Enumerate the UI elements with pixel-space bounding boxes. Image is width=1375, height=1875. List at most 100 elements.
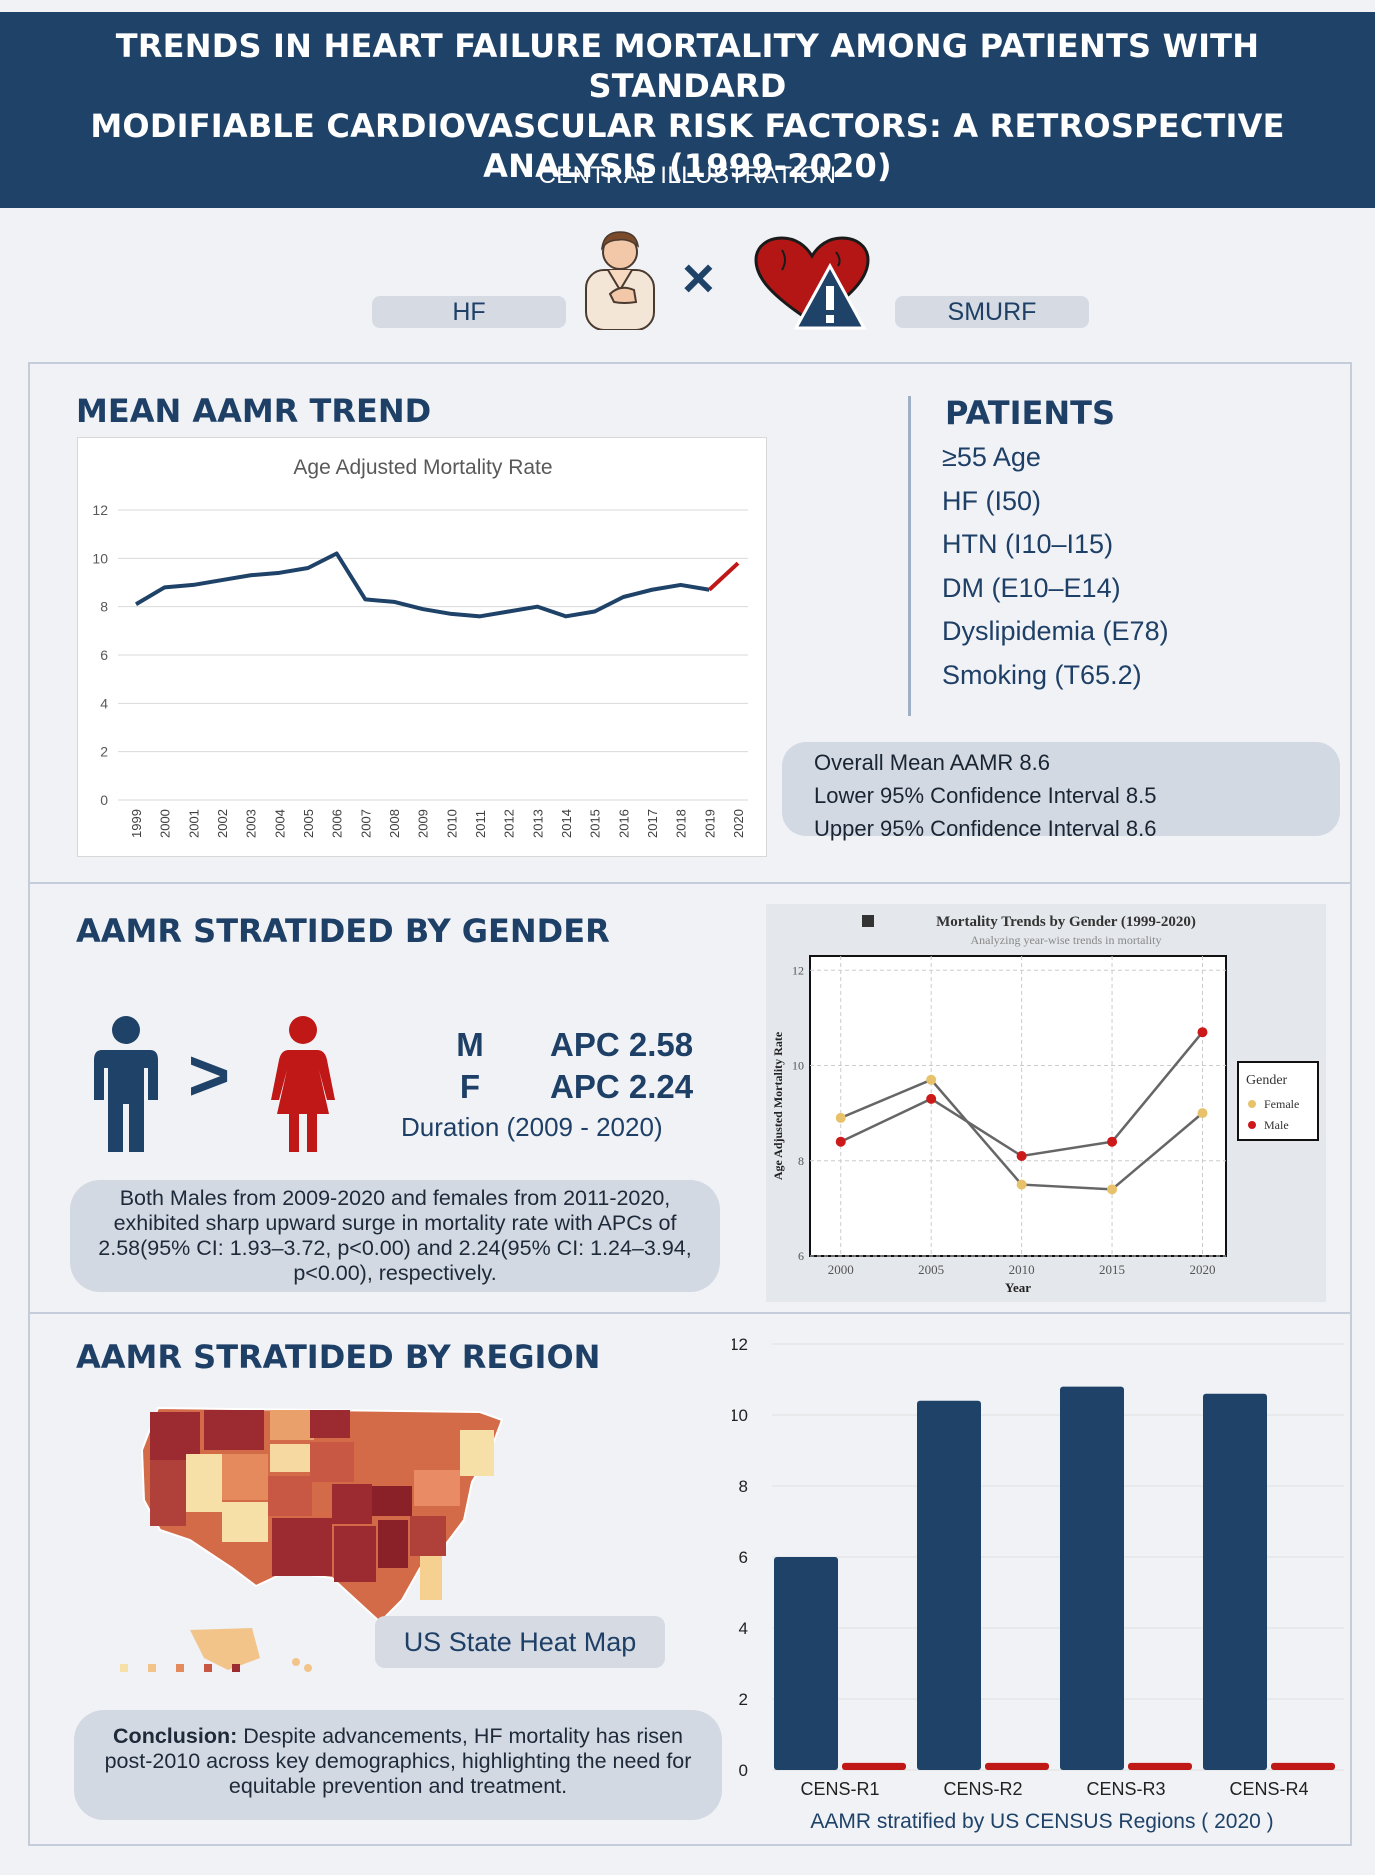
point-male — [1107, 1136, 1118, 1147]
y-tick-label: 2 — [100, 744, 108, 760]
bar-aamr — [1060, 1386, 1124, 1770]
trend-panel: MEAN AAMR TREND Age Adjusted Mortality R… — [28, 362, 1352, 884]
y-tick-label: 12 — [792, 963, 804, 977]
female-figure-icon — [267, 1016, 339, 1152]
apc-value: APC 2.24 — [550, 1068, 694, 1105]
y-tick-label: 8 — [798, 1154, 804, 1168]
x-tick-label: 2015 — [1099, 1262, 1125, 1277]
point-male — [1016, 1151, 1027, 1161]
gender-chart-subtitle: Analyzing year-wise trends in mortality — [970, 933, 1161, 947]
y-tick-label: 6 — [739, 1548, 748, 1567]
trend-heading: MEAN AAMR TREND — [76, 392, 432, 430]
apc-rows: M APC 2.58 F APC 2.24 — [430, 1024, 740, 1108]
region-bar-chart: 0 2 4 6 8 10 12 CENS-R1 CENS-R2 CENS-R3 CENS-R4 AAM… — [732, 1335, 1344, 1833]
bar-secondary — [1128, 1762, 1192, 1770]
y-tick-label: 12 — [92, 502, 108, 518]
point-female — [835, 1112, 846, 1123]
gender-chart-box: Mortality Trends by Gender (1999-2020) An… — [766, 904, 1326, 1302]
patient-criterion: Dyslipidemia (E78) — [942, 616, 1169, 646]
point-male — [835, 1136, 846, 1147]
y-tick-label: 2 — [739, 1690, 748, 1709]
patients-heading: PATIENTS — [945, 394, 1116, 432]
bar-secondary — [1271, 1762, 1335, 1770]
page-subtitle: CENTRAL ILLUSTRATION — [538, 162, 837, 189]
x-tick-label: 2000 — [158, 809, 173, 838]
patient-criterion: HF (I50) — [942, 485, 1042, 516]
hf-label-pill: HF — [372, 296, 566, 328]
sex-label: M — [456, 1026, 484, 1063]
aamr-trend-highlight — [707, 561, 740, 592]
x-tick-label: 2005 — [918, 1262, 944, 1277]
aamr-stats-box: Overall Mean AAMR 8.6 Lower 95% Confiden… — [782, 742, 1340, 841]
overall-mean-aamr: Overall Mean AAMR 8.6 — [814, 750, 1050, 775]
y-tick-label: 10 — [792, 1059, 804, 1073]
region-panel: AAMR STRATIDED BY REGION — [28, 1312, 1352, 1846]
apc-value: APC 2.58 — [550, 1026, 694, 1063]
map-label: US State Heat Map — [403, 1627, 637, 1657]
x-tick-label: 2014 — [559, 809, 574, 838]
chart-title-icon — [862, 915, 874, 927]
point-female — [1016, 1179, 1027, 1190]
gender-heading: AAMR STRATIDED BY GENDER — [76, 912, 610, 950]
region-chart-title: AAMR stratified by US CENSUS Regions ( 2… — [810, 1810, 1273, 1833]
y-tick-label: 6 — [100, 647, 108, 663]
region-heading: AAMR STRATIDED BY REGION — [76, 1338, 601, 1376]
point-male — [1197, 1027, 1208, 1038]
y-tick-label: 12 — [732, 1335, 748, 1354]
bar-aamr — [774, 1557, 838, 1770]
y-tick-label: 8 — [100, 599, 108, 615]
plot-area — [809, 955, 1227, 1257]
x-tick-label: CENS-R3 — [1086, 1779, 1165, 1799]
x-axis-label: Year — [1005, 1280, 1031, 1295]
bar-secondary — [842, 1762, 906, 1770]
trend-chart-box: Age Adjusted Mortality Rate 0 2 4 6 8 10 12 1999… — [77, 437, 767, 857]
apc-duration: Duration (2009 - 2020) — [401, 1112, 663, 1142]
x-tick-label: 2009 — [416, 809, 431, 838]
legend-marker — [1248, 1100, 1256, 1108]
x-tick-label: 2019 — [702, 809, 717, 838]
map-legend — [120, 1658, 300, 1672]
apc-row: F APC 2.24 — [430, 1066, 740, 1108]
x-tick-label: 2004 — [272, 809, 287, 838]
conclusion-box: Conclusion: Despite advancements, HF mor… — [74, 1710, 722, 1820]
us-state-heat-map — [120, 1390, 540, 1690]
gender-panel: AAMR STRATIDED BY GENDER > M APC 2.58 F APC… — [28, 882, 1352, 1314]
hf-label: HF — [452, 298, 486, 326]
gender-chart-title: Mortality Trends by Gender (1999-2020) — [936, 914, 1196, 930]
trend-chart-title: Age Adjusted Mortality Rate — [293, 456, 552, 479]
y-tick-label: 0 — [100, 792, 108, 808]
sex-label: F — [459, 1068, 481, 1105]
x-tick-label: 2007 — [358, 809, 373, 838]
y-tick-label: 6 — [798, 1249, 804, 1263]
legend-marker — [1248, 1121, 1256, 1129]
legend-title: Gender — [1246, 1073, 1288, 1088]
patient-criterion: Smoking (T65.2) — [942, 659, 1142, 690]
point-female — [926, 1074, 937, 1085]
patient-criterion: ≥55 Age — [942, 442, 1041, 472]
x-tick-label: 1999 — [129, 809, 144, 838]
upper-ci: Upper 95% Confidence Interval 8.6 — [814, 816, 1157, 841]
y-tick-label: 4 — [739, 1619, 748, 1638]
patient-criterion: HTN (I10–I15) — [942, 529, 1114, 559]
header-banner: TRENDS IN HEART FAILURE MORTALITY AMONG … — [0, 12, 1375, 208]
patient-criterion: DM (E10–E14) — [942, 572, 1121, 603]
page-title: TRENDS IN HEART FAILURE MORTALITY AMONG … — [90, 27, 1285, 185]
patients-list: ≥55 Age HF (I50) HTN (I10–I15) DM (E10–E14)… — [942, 436, 1322, 697]
smurf-label: SMURF — [947, 298, 1037, 326]
patients-divider — [908, 396, 911, 716]
x-tick-label: 2020 — [731, 809, 746, 838]
point-female — [1197, 1108, 1208, 1119]
heart-warning-icon — [752, 236, 874, 332]
apc-row: M APC 2.58 — [430, 1024, 740, 1066]
aamr-trend-line — [134, 551, 710, 619]
x-tick-label: 2005 — [301, 809, 316, 838]
y-axis-label: Age Adjusted Mortality Rate — [771, 1031, 785, 1180]
x-tick-label: 2010 — [444, 809, 459, 838]
conclusion-text: Despite advancements, HF mortality has r… — [104, 1724, 692, 1798]
legend-label: Male — [1264, 1118, 1289, 1132]
x-tick-label: 2001 — [186, 809, 201, 838]
bar-aamr — [917, 1400, 981, 1770]
male-figure-icon — [88, 1016, 164, 1152]
y-tick-label: 8 — [739, 1477, 748, 1496]
y-tick-label: 10 — [92, 550, 108, 566]
